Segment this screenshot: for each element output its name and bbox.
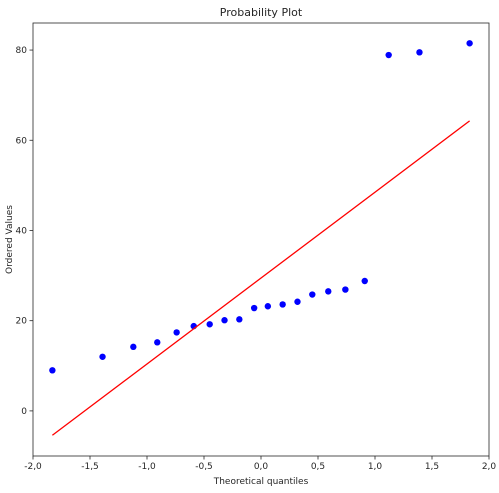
x-tick-label: 0,0: [254, 462, 269, 472]
data-point: [279, 301, 286, 308]
chart-title: Probability Plot: [220, 6, 303, 19]
data-point: [416, 49, 423, 56]
data-point: [325, 288, 332, 295]
x-tick-label: 0,5: [311, 462, 325, 472]
data-point: [49, 367, 56, 374]
data-point: [294, 298, 301, 305]
y-tick-label: 60: [16, 136, 28, 146]
data-point: [250, 304, 258, 312]
data-point: [221, 317, 228, 324]
y-axis-label: Ordered Values: [5, 205, 15, 274]
data-point: [154, 339, 161, 346]
data-point: [385, 51, 392, 59]
axes-group: -2,0 -1,5 -1,0 -0,5 0,0 0,5 1,0 1,5 2,0 0 20 40 60 80: [16, 46, 497, 472]
y-tick-label: 80: [16, 46, 28, 56]
data-marks-group: [49, 40, 473, 436]
plot-frame: [32, 22, 490, 457]
data-point: [99, 353, 106, 360]
fit-line: [51, 120, 471, 436]
data-point: [206, 321, 213, 328]
x-tick-label: -2,0: [24, 462, 42, 472]
data-point: [130, 343, 137, 351]
x-tick-label: 2,0: [482, 462, 497, 472]
data-point: [342, 286, 349, 293]
x-tick-label: -1,0: [138, 462, 156, 472]
data-point: [309, 291, 316, 298]
data-point: [264, 303, 272, 310]
x-tick-label: 1,0: [368, 462, 383, 472]
x-tick-label: -1,5: [81, 462, 99, 472]
data-point: [361, 277, 368, 285]
data-point: [466, 40, 473, 47]
y-tick-label: 20: [16, 317, 28, 327]
data-point: [236, 316, 243, 323]
x-tick-label: 1,5: [425, 462, 439, 472]
y-tick-label: 40: [16, 226, 28, 236]
x-tick-label: -0,5: [195, 462, 213, 472]
data-point: [173, 329, 180, 336]
x-axis-label: Theoretical quantiles: [213, 477, 309, 487]
y-tick-label: 0: [21, 407, 27, 417]
